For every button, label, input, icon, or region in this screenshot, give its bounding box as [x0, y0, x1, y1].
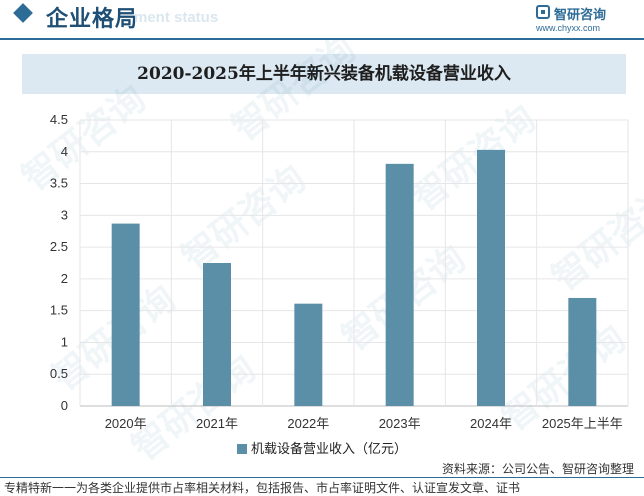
x-tick-label: 2021年 — [196, 416, 238, 430]
logo-name: 智研咨询 — [554, 8, 607, 23]
section-subtitle-ghost: ment status — [134, 9, 219, 26]
legend-swatch — [236, 444, 247, 454]
footer-text: 专精特新一一为各类企业提供市占率相关材料，包括报告、市占率证明文件、认证宣发文章… — [4, 481, 521, 495]
logo-icon — [536, 5, 550, 19]
chart-title: 2020-2025年上半年新兴装备机载设备营业收入 — [137, 64, 511, 84]
x-tick-label: 2020年 — [105, 416, 147, 430]
y-tick-label: 4.5 — [50, 112, 68, 127]
header-divider — [0, 38, 644, 40]
y-tick-label: 3 — [61, 207, 68, 222]
footer-divider — [0, 477, 644, 478]
y-tick-label: 1.5 — [50, 303, 68, 318]
bar — [203, 263, 231, 406]
x-tick-label: 2022年 — [287, 416, 329, 430]
x-tick-label: 2023年 — [379, 416, 421, 430]
bar — [385, 163, 414, 406]
legend-label: 机载设备营业收入（亿元） — [250, 442, 407, 457]
x-tick-label: 2024年 — [470, 416, 512, 430]
diamond-icon — [13, 3, 33, 23]
section-title: 企业格局 — [46, 7, 139, 32]
bar — [477, 149, 505, 407]
page-header: 企业格局 ment status 智研咨询 www.chyxx.com — [0, 0, 644, 38]
y-tick-label: 1 — [61, 334, 68, 349]
logo-url: www.chyxx.com — [536, 23, 601, 33]
y-tick-label: 4 — [61, 144, 68, 159]
bar — [294, 303, 323, 406]
bar-chart: 0 0.5 1 1.5 2 2.5 3 3.5 4 4.5 2020年 2021年 2022年 2023年… — [50, 112, 629, 430]
source-note: 资料来源：公司公告、智研咨询整理 — [441, 462, 634, 476]
y-tick-label: 0.5 — [50, 366, 68, 381]
y-tick-label: 0 — [61, 398, 68, 413]
chart-legend: 机载设备营业收入（亿元） — [0, 438, 644, 457]
bar — [568, 297, 597, 406]
chart-title-bar: 2020-2025年上半年新兴装备机载设备营业收入 — [22, 54, 626, 94]
brand-logo: 智研咨询 www.chyxx.com — [536, 3, 632, 35]
x-tick-label: 2025年上半年 — [542, 416, 623, 430]
y-tick-label: 2.5 — [50, 239, 68, 254]
bar — [111, 223, 140, 406]
y-tick-label: 3.5 — [50, 176, 68, 191]
y-tick-label: 2 — [61, 271, 68, 286]
